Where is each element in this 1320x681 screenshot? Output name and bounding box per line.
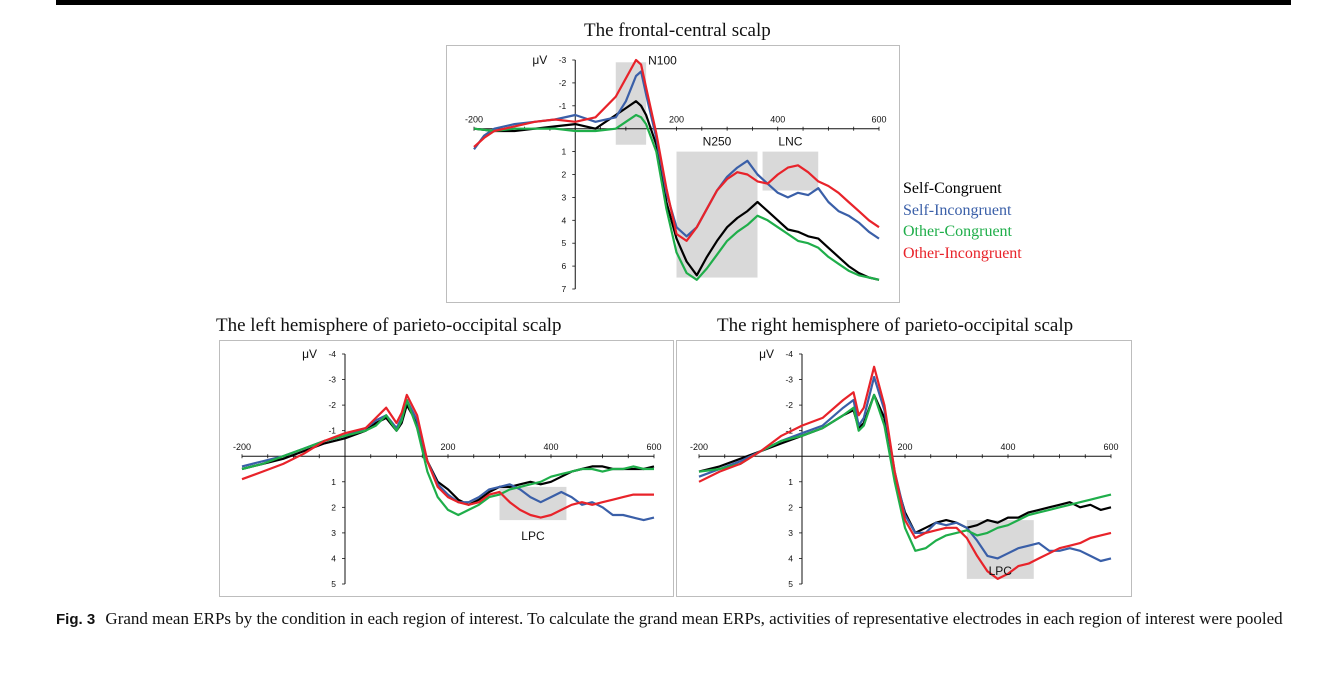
y-tick-label: 5	[562, 238, 567, 248]
x-tick-label: 600	[871, 115, 886, 125]
legend-item-other-incongruent: Other-Incongruent	[903, 244, 1022, 262]
series-line-self-congruent	[473, 100, 880, 281]
window-lpc	[966, 520, 1034, 579]
chart-panel-frontal-central: -200 200 400 600 -3 -2 -1 1 2 3 4 5 6 7 μV N100 N250 LNC	[446, 45, 900, 303]
y-tick-label: 3	[562, 192, 567, 202]
erp-chart-left-hemisphere: -200 200 400 600 -4 -3 -2 -1 1 2 3 4 5 μV LPC	[233, 347, 662, 589]
series-line-other-incongruent	[473, 58, 880, 242]
erp-chart-frontal-central: -200 200 400 600 -3 -2 -1 1 2 3 4 5 6 7 μV N100 N250 LNC	[465, 53, 887, 294]
y-tick-label: -3	[785, 375, 793, 385]
x-tick-label: 400	[770, 115, 785, 125]
y-tick-label: 1	[331, 477, 336, 487]
panel-title-left-hemisphere: The left hemisphere of parieto-occipital…	[216, 315, 562, 336]
x-tick-label: -200	[233, 442, 251, 452]
figure-label: Fig. 3	[56, 611, 96, 628]
series-line-other-congruent	[241, 398, 654, 517]
window-label-n250: N250	[703, 135, 732, 149]
legend-item-other-congruent: Other-Congruent	[903, 223, 1012, 240]
x-tick-label: 600	[646, 442, 661, 452]
x-tick-label: 200	[897, 442, 912, 452]
x-tick-label: 600	[1103, 442, 1118, 452]
y-tick-label: -2	[785, 400, 793, 410]
legend-item-self-incongruent: Self-Incongruent	[903, 201, 1012, 219]
y-tick-label: -1	[328, 426, 336, 436]
chart-panel-right-hemisphere: -200 200 400 600 -4 -3 -2 -1 1 2 3 4 5 μV LPC	[676, 340, 1132, 597]
chart-panel-left-hemisphere: -200 200 400 600 -4 -3 -2 -1 1 2 3 4 5 μV LPC	[219, 340, 674, 597]
series-line-other-incongruent	[698, 365, 1112, 580]
series-line-self-incongruent	[698, 375, 1112, 563]
figure-caption: Fig. 3 Grand mean ERPs by the condition …	[56, 607, 1296, 631]
window-label-lpc: LPC	[521, 529, 545, 543]
series-line-other-congruent	[473, 113, 880, 281]
y-axis-label: μV	[302, 347, 317, 361]
y-tick-label: 6	[562, 261, 567, 271]
y-tick-label: -4	[328, 349, 336, 359]
window-label-lnc: LNC	[778, 135, 802, 149]
x-tick-label: 200	[669, 115, 684, 125]
y-tick-label: 5	[788, 579, 793, 589]
x-tick-label: 400	[1000, 442, 1015, 452]
window-n250	[676, 151, 758, 278]
window-lnc	[762, 151, 819, 191]
y-tick-label: -1	[559, 101, 567, 111]
y-axis-label: μV	[759, 347, 774, 361]
chart-legend: Self-Congruent Self-Incongruent Other-Co…	[903, 178, 1022, 264]
x-tick-label: -200	[465, 115, 483, 125]
figure-caption-text: Grand mean ERPs by the condition in each…	[105, 609, 1283, 628]
top-rule	[56, 0, 1291, 5]
series-line-self-incongruent	[241, 398, 655, 522]
window-label-lpc: LPC	[989, 564, 1013, 578]
y-tick-label: 2	[562, 170, 567, 180]
y-tick-label: 4	[562, 215, 567, 225]
y-tick-label: 3	[788, 528, 793, 538]
x-tick-label: -200	[690, 442, 708, 452]
y-tick-label: -3	[559, 55, 567, 65]
series-line-other-congruent	[698, 393, 1112, 552]
y-tick-label: -2	[559, 78, 567, 88]
y-tick-label: -3	[328, 375, 336, 385]
y-tick-label: 4	[788, 553, 793, 563]
y-tick-label: -4	[785, 349, 793, 359]
y-tick-label: 1	[562, 147, 567, 157]
x-tick-label: 400	[543, 442, 558, 452]
y-tick-label: 3	[331, 528, 336, 538]
legend-item-self-congruent: Self-Congruent	[903, 180, 1002, 197]
y-tick-label: 7	[562, 284, 567, 294]
y-tick-label: 2	[788, 502, 793, 512]
y-tick-label: -2	[328, 400, 336, 410]
panel-title-right-hemisphere: The right hemisphere of parieto-occipita…	[717, 315, 1074, 336]
window-label-n100: N100	[648, 53, 677, 67]
x-tick-label: 200	[440, 442, 455, 452]
series-line-other-incongruent	[241, 393, 654, 519]
y-tick-label: 2	[331, 502, 336, 512]
y-tick-label: 1	[788, 477, 793, 487]
y-axis-label: μV	[532, 53, 547, 67]
y-tick-label: 4	[331, 553, 336, 563]
panel-title-frontal-central: The frontal-central scalp	[584, 20, 771, 41]
y-tick-label: 5	[331, 579, 336, 589]
